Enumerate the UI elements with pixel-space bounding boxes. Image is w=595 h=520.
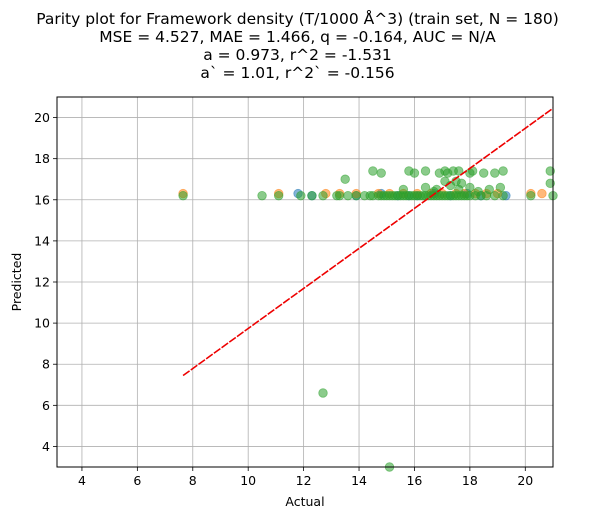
scatter-points	[178, 166, 558, 472]
data-point	[340, 174, 350, 184]
data-point	[545, 178, 555, 189]
data-point	[376, 168, 386, 178]
y-tick-label: 8	[42, 357, 50, 372]
x-tick-label: 4	[78, 473, 86, 488]
data-point	[526, 190, 536, 201]
data-point	[409, 168, 420, 178]
x-axis-label: Actual	[285, 494, 324, 509]
y-tick-label: 16	[34, 192, 50, 207]
chart-title-line-2: MSE = 4.527, MAE = 1.466, q = -0.164, AU…	[99, 28, 496, 46]
data-point	[465, 182, 475, 193]
x-tick-label: 10	[240, 473, 256, 488]
data-point	[490, 168, 500, 178]
chart-title-line-1: Parity plot for Framework density (T/100…	[36, 10, 559, 28]
x-tick-label: 16	[406, 473, 422, 488]
data-point	[343, 190, 353, 201]
grid-lines	[57, 97, 553, 467]
y-tick-label: 14	[34, 233, 50, 248]
data-point	[178, 190, 188, 201]
x-tick-label: 12	[296, 473, 312, 488]
y-tick-label: 6	[42, 398, 50, 413]
data-point	[537, 188, 547, 199]
x-tick-label: 14	[351, 473, 367, 488]
y-tick-label: 18	[34, 151, 50, 166]
data-point	[318, 388, 328, 398]
data-point	[334, 190, 345, 201]
data-point	[368, 166, 378, 176]
data-point	[454, 166, 464, 176]
y-axis-label: Predicted	[9, 253, 24, 312]
data-point	[454, 184, 464, 195]
data-point	[351, 190, 361, 201]
x-tick-label: 6	[133, 473, 141, 488]
chart-title: Parity plot for Framework density (T/100…	[0, 10, 595, 82]
data-point	[479, 168, 489, 178]
fit-line-group	[182, 107, 554, 377]
x-tick-label: 20	[517, 473, 533, 488]
data-point	[318, 190, 328, 201]
axis-ticks: 4 6 8 10 12 14 16 18 20 4 6 8 10 12 14 16 18 20	[34, 110, 533, 488]
y-tick-label: 10	[34, 316, 50, 331]
data-point	[398, 184, 409, 195]
x-tick-label: 8	[189, 473, 197, 488]
data-point	[296, 190, 306, 201]
fit-line	[182, 107, 554, 377]
data-point	[495, 182, 506, 193]
data-point	[420, 182, 431, 193]
data-point	[257, 190, 267, 201]
chart-title-line-4: a` = 1.01, r^2` = -0.156	[200, 64, 395, 82]
data-point	[484, 184, 494, 195]
data-point	[273, 190, 284, 201]
data-point	[307, 190, 317, 201]
data-point	[420, 166, 431, 176]
x-tick-label: 18	[462, 473, 478, 488]
y-tick-label: 12	[34, 275, 50, 290]
y-tick-label: 20	[34, 110, 50, 125]
data-point	[498, 166, 508, 176]
y-tick-label: 4	[42, 439, 50, 454]
chart-title-line-3: a = 0.973, r^2 = -1.531	[203, 46, 392, 64]
data-point	[545, 166, 555, 176]
data-point	[473, 186, 483, 197]
data-point	[498, 190, 508, 201]
